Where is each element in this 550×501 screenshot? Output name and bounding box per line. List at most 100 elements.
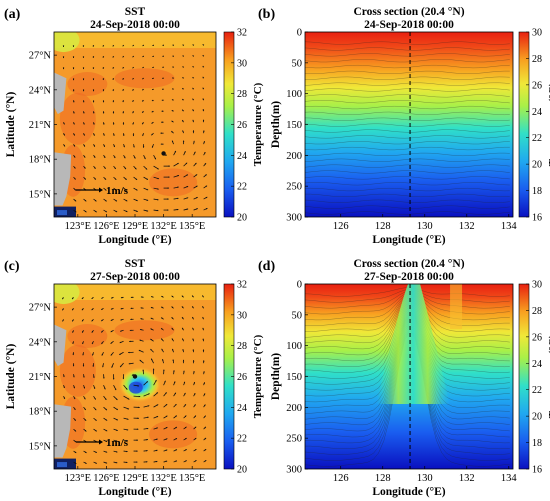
arrow-head: [91, 319, 94, 322]
arrow-head: [122, 123, 125, 125]
arrow-head: [137, 385, 140, 387]
arrow-head: [177, 186, 179, 189]
arrow-head: [92, 365, 95, 367]
arrow-head: [85, 462, 87, 464]
arrow-head: [168, 165, 170, 167]
arrow-head: [91, 297, 94, 299]
colorbar-tick-label: 30: [532, 280, 542, 291]
arrow-head: [101, 319, 103, 322]
arrow-head: [74, 177, 76, 180]
arrow-head: [84, 419, 87, 421]
arrow-head: [202, 66, 205, 68]
arrow-head: [112, 123, 115, 125]
arrow-head: [135, 188, 138, 191]
arrow-head: [161, 110, 163, 112]
arrow-head: [82, 342, 84, 344]
arrow-head: [182, 77, 184, 79]
arrow-head: [95, 462, 97, 464]
arrow-head: [182, 99, 184, 101]
arrow-head: [127, 407, 129, 410]
arrow-head: [132, 66, 135, 69]
arrow-head: [165, 427, 168, 429]
arrow-head: [84, 177, 86, 180]
arrow-head: [122, 134, 125, 136]
x-tick-label: 130: [417, 221, 433, 232]
arrow-head: [192, 119, 195, 122]
arrow-head: [125, 199, 128, 202]
arrow-head: [111, 366, 113, 368]
arrow-head: [63, 144, 65, 147]
arrow-head: [183, 370, 185, 373]
arrow-head: [102, 100, 105, 103]
isotherm-line: [305, 211, 510, 215]
arrow-head: [151, 122, 154, 124]
arrow-head: [165, 449, 168, 452]
arrow-head: [145, 167, 148, 170]
arrow-head: [126, 450, 128, 453]
arrow-head: [84, 199, 87, 202]
y-tick-label: 21°N: [29, 372, 52, 383]
arrow-head: [102, 365, 104, 368]
typhoon-center-marker: [132, 374, 138, 379]
arrow-head: [196, 197, 198, 199]
scale-arrow-head: [99, 187, 103, 193]
arrow-head: [146, 427, 149, 430]
arrow-head: [174, 150, 176, 153]
arrow-head: [194, 460, 197, 462]
arrow-head: [192, 306, 194, 308]
arrow-head: [101, 342, 103, 344]
arrow-head: [120, 365, 122, 368]
arrow-head: [175, 460, 177, 462]
arrow-head: [113, 156, 116, 159]
temperature-field: [305, 32, 513, 217]
arrow-head: [152, 66, 154, 68]
isotherm-line: [305, 76, 510, 80]
arrow-head: [161, 99, 164, 101]
arrow-head: [112, 44, 115, 47]
colorbar-tick-label: 22: [532, 133, 542, 144]
arrow-head: [112, 100, 115, 103]
y-tick-label: 200: [286, 403, 302, 414]
arrow-head: [150, 338, 152, 341]
arrow-head: [62, 56, 65, 59]
warm-patch: [149, 168, 198, 197]
colorbar-tick-label: 26: [532, 332, 542, 343]
map-area: [54, 284, 216, 469]
arrow-head: [171, 327, 174, 330]
arrow-head: [146, 381, 148, 383]
arrow-head: [165, 154, 167, 156]
arrow-head: [105, 199, 107, 202]
warm-patch: [67, 324, 108, 349]
section-area: [305, 32, 513, 217]
x-tick-label: 128: [375, 221, 391, 232]
colorbar-tick-label: 32: [237, 28, 247, 39]
arrow-head: [203, 141, 205, 143]
arrow-head: [163, 369, 165, 372]
panel-title-line2: 27-Sep-2018 00:00: [90, 271, 180, 283]
y-axis-label: Depth(m): [270, 353, 282, 400]
arrow-head: [102, 89, 105, 92]
arrow-head: [185, 460, 187, 462]
arrow-head: [146, 178, 148, 180]
arrow-head: [82, 319, 84, 322]
arrow-head: [171, 306, 174, 309]
y-tick-label: 100: [286, 341, 302, 352]
arrow-head: [81, 297, 84, 299]
arrow-head: [62, 67, 65, 70]
y-tick-label: 300: [286, 465, 302, 476]
arrow-head: [74, 429, 77, 432]
arrow-head: [63, 375, 65, 378]
arrow-head: [182, 88, 184, 90]
x-tick-label: 134: [501, 473, 518, 484]
x-tick-label: 123°E: [65, 473, 91, 484]
arrow-head: [139, 339, 142, 342]
arrow-head: [72, 78, 75, 81]
isotherm-line: [305, 135, 510, 139]
colorbar-tick-label: 24: [532, 107, 542, 118]
arrow-head: [134, 156, 136, 159]
arrow-head: [160, 143, 163, 145]
arrow-head: [142, 146, 145, 148]
arrow-head: [73, 397, 76, 400]
arrow-head: [128, 351, 130, 354]
